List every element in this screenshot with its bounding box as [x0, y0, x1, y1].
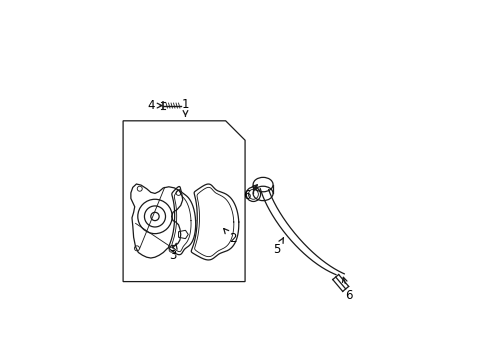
Text: 5: 5: [273, 238, 283, 256]
Text: 6: 6: [242, 185, 257, 202]
Text: 1: 1: [182, 98, 189, 116]
Text: 3: 3: [169, 243, 177, 262]
Text: 4: 4: [147, 99, 162, 112]
Text: 2: 2: [224, 229, 236, 245]
Text: 6: 6: [342, 277, 352, 302]
